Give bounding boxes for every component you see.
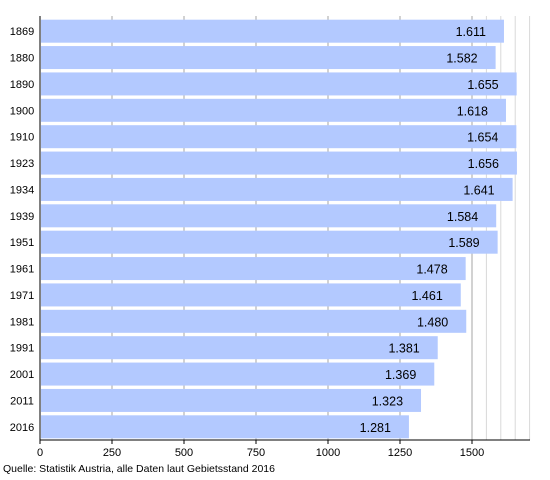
value-label: 1.461 [411,289,442,303]
category-label: 1939 [10,211,34,223]
category-label: 2001 [10,369,34,381]
bar [41,283,461,307]
value-label: 1.641 [463,183,494,197]
bar [41,177,513,201]
category-label: 1890 [10,79,34,91]
value-label: 1.478 [416,263,447,277]
value-label: 1.654 [467,131,498,145]
value-label: 1.480 [417,315,448,329]
bar [41,309,467,333]
value-label: 1.611 [456,25,486,39]
value-label: 1.589 [448,236,479,250]
value-label: 1.618 [457,104,488,118]
value-label: 1.655 [467,78,498,92]
category-label: 1981 [10,316,34,328]
bar [41,19,504,43]
category-label: 1951 [10,237,34,249]
category-label: 1910 [10,132,34,144]
value-label: 1.281 [360,421,391,435]
bar [41,72,517,96]
value-label: 1.582 [446,52,477,66]
bars: 1.611 1.582 1.655 1.618 1.654 1.656 1.641 1.584… [41,19,517,439]
x-tick-label: 750 [247,447,265,459]
x-tick-label: 1250 [388,447,412,459]
bar [41,98,506,122]
value-label: 1.323 [372,394,403,408]
bar [41,151,517,175]
category-label: 1923 [10,158,34,170]
value-label: 1.656 [468,157,499,171]
category-label: 2011 [10,395,34,407]
category-label: 1900 [10,105,34,117]
bar [41,336,438,360]
category-label: 1869 [10,26,34,38]
category-label: 1934 [10,184,34,196]
bar [41,257,466,281]
bar [41,125,517,149]
x-tick-label: 1000 [316,447,340,459]
x-tick-label: 500 [175,447,193,459]
category-label: 2016 [10,422,34,434]
category-label: 1880 [10,53,34,65]
bar [41,230,498,254]
value-label: 1.381 [388,342,419,356]
bar [41,46,496,70]
axes: 1869 1880 1890 1900 1910 1923 1934 1939 1951 1961… [10,16,530,459]
category-label: 1971 [10,290,34,302]
bar [41,362,435,386]
bar [41,415,409,439]
value-label: 1.584 [447,210,478,224]
value-label: 1.369 [385,368,416,382]
x-tick-label: 250 [103,447,121,459]
source-note: Quelle: Statistik Austria, alle Daten la… [3,463,275,475]
x-tick-label: 0 [37,447,43,459]
x-tick-label: 1500 [460,447,484,459]
category-label: 1991 [10,343,34,355]
category-label: 1961 [10,264,34,276]
bar [41,204,497,228]
bar [41,388,422,412]
